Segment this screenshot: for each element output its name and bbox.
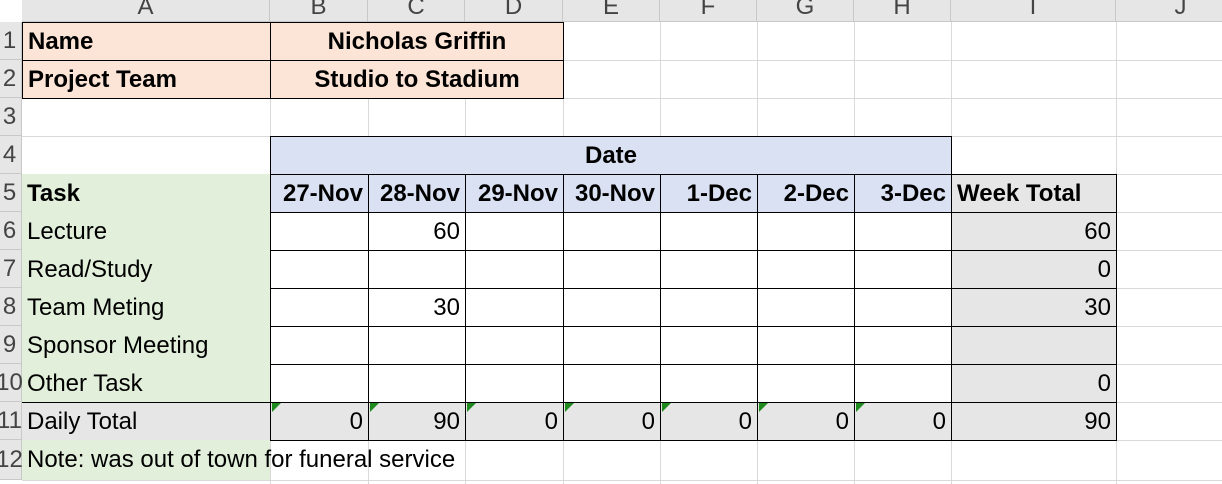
time-entry-cell[interactable] [660, 250, 758, 289]
time-entry-cell[interactable] [563, 364, 661, 403]
error-indicator-icon [272, 403, 281, 412]
daily-total-cell[interactable]: 0 [465, 402, 564, 441]
task-name-cell[interactable]: Team Meting [22, 288, 271, 327]
time-entry-cell[interactable] [660, 326, 758, 365]
time-entry-cell[interactable] [757, 326, 855, 365]
time-entry-cell[interactable] [854, 364, 952, 403]
week-total-cell[interactable]: 0 [951, 250, 1117, 289]
column-header-A[interactable]: A [22, 0, 270, 22]
time-entry-cell[interactable] [854, 250, 952, 289]
time-entry-cell[interactable] [270, 326, 369, 365]
task-name-cell[interactable]: Sponsor Meeting [22, 326, 271, 365]
column-header-I[interactable]: I [951, 0, 1116, 22]
row-header-12[interactable]: 12 [0, 440, 23, 480]
week-total-cell[interactable]: 0 [951, 364, 1117, 403]
column-header-H[interactable]: H [854, 0, 951, 22]
time-entry-cell[interactable] [465, 364, 564, 403]
date-group-header[interactable]: Date [270, 136, 952, 175]
time-entry-cell[interactable] [757, 288, 855, 327]
column-header-B[interactable]: B [270, 0, 368, 22]
time-entry-cell[interactable] [660, 288, 758, 327]
date-header-1[interactable]: 27-Nov [270, 174, 369, 213]
daily-total-cell[interactable]: 90 [368, 402, 466, 441]
row-header-5[interactable]: 5 [0, 174, 22, 212]
row-header-10[interactable]: 10 [0, 364, 23, 402]
time-entry-cell[interactable] [757, 250, 855, 289]
time-entry-cell[interactable] [465, 326, 564, 365]
time-entry-cell[interactable] [270, 250, 369, 289]
date-header-5[interactable]: 1-Dec [660, 174, 758, 213]
daily-total-cell[interactable]: 0 [270, 402, 369, 441]
time-entry-cell[interactable] [465, 250, 564, 289]
daily-total-cell[interactable]: 0 [660, 402, 758, 441]
daily-total-cell[interactable]: 0 [854, 402, 952, 441]
time-entry-cell[interactable] [465, 288, 564, 327]
date-header-2[interactable]: 28-Nov [368, 174, 466, 213]
row-header-7[interactable]: 7 [0, 250, 22, 288]
time-entry-cell[interactable] [563, 326, 661, 365]
time-entry-cell[interactable]: 30 [368, 288, 466, 327]
time-entry-cell[interactable]: 60 [368, 212, 466, 251]
column-header-F[interactable]: F [660, 0, 757, 22]
time-entry-cell[interactable] [854, 288, 952, 327]
column-header-G[interactable]: G [757, 0, 854, 22]
time-entry-cell[interactable] [854, 326, 952, 365]
time-entry-cell[interactable] [854, 212, 952, 251]
team-label-cell[interactable]: Project Team [22, 60, 271, 99]
row-header-3[interactable]: 3 [0, 98, 22, 136]
error-indicator-icon [856, 403, 865, 412]
column-header-J[interactable]: J [1116, 0, 1222, 22]
row-header-8[interactable]: 8 [0, 288, 22, 326]
task-header[interactable]: Task [22, 174, 271, 213]
daily-total-cell[interactable]: 0 [563, 402, 661, 441]
time-entry-cell[interactable] [563, 288, 661, 327]
daily-total-cell[interactable]: 0 [757, 402, 855, 441]
task-name-cell[interactable]: Read/Study [22, 250, 271, 289]
time-entry-cell[interactable] [270, 364, 369, 403]
row-header-1[interactable]: 1 [0, 22, 22, 60]
row-header-6[interactable]: 6 [0, 212, 22, 250]
time-entry-cell[interactable] [465, 212, 564, 251]
row-header-11[interactable]: 11 [0, 402, 22, 440]
column-header-D[interactable]: D [465, 0, 563, 22]
error-indicator-icon [759, 403, 768, 412]
date-header-4[interactable]: 30-Nov [563, 174, 661, 213]
time-entry-cell[interactable] [757, 364, 855, 403]
time-entry-cell[interactable] [563, 212, 661, 251]
task-name-cell[interactable]: Other Task [22, 364, 271, 403]
week-total-cell[interactable] [951, 326, 1117, 365]
error-indicator-icon [662, 403, 671, 412]
row-header-4[interactable]: 4 [0, 136, 22, 174]
time-entry-cell[interactable] [660, 364, 758, 403]
row-header-2[interactable]: 2 [0, 60, 22, 98]
time-entry-cell[interactable] [757, 212, 855, 251]
note-text: Note: was out of town for funeral servic… [27, 446, 456, 473]
note-cell[interactable] [22, 440, 270, 480]
error-indicator-icon [370, 403, 379, 412]
time-entry-cell[interactable] [368, 364, 466, 403]
time-entry-cell[interactable] [270, 288, 369, 327]
time-entry-cell[interactable] [270, 212, 369, 251]
name-label-cell[interactable]: Name [22, 22, 271, 61]
row-header-9[interactable]: 9 [0, 326, 22, 364]
grand-total-cell[interactable]: 90 [951, 402, 1117, 441]
week-total-cell[interactable]: 30 [951, 288, 1117, 327]
column-header-E[interactable]: E [563, 0, 660, 22]
task-name-cell[interactable]: Lecture [22, 212, 271, 251]
time-entry-cell[interactable] [368, 326, 466, 365]
date-header-6[interactable]: 2-Dec [757, 174, 855, 213]
daily-total-label[interactable]: Daily Total [22, 402, 271, 441]
date-header-7[interactable]: 3-Dec [854, 174, 952, 213]
week-total-header[interactable]: Week Total [951, 174, 1117, 213]
time-entry-cell[interactable] [660, 212, 758, 251]
week-total-cell[interactable]: 60 [951, 212, 1117, 251]
time-entry-cell[interactable] [563, 250, 661, 289]
error-indicator-icon [565, 403, 574, 412]
team-value-cell[interactable]: Studio to Stadium [270, 60, 564, 99]
time-entry-cell[interactable] [368, 250, 466, 289]
error-indicator-icon [467, 403, 476, 412]
date-header-3[interactable]: 29-Nov [465, 174, 564, 213]
name-value-cell[interactable]: Nicholas Griffin [270, 22, 564, 61]
column-header-C[interactable]: C [368, 0, 465, 22]
